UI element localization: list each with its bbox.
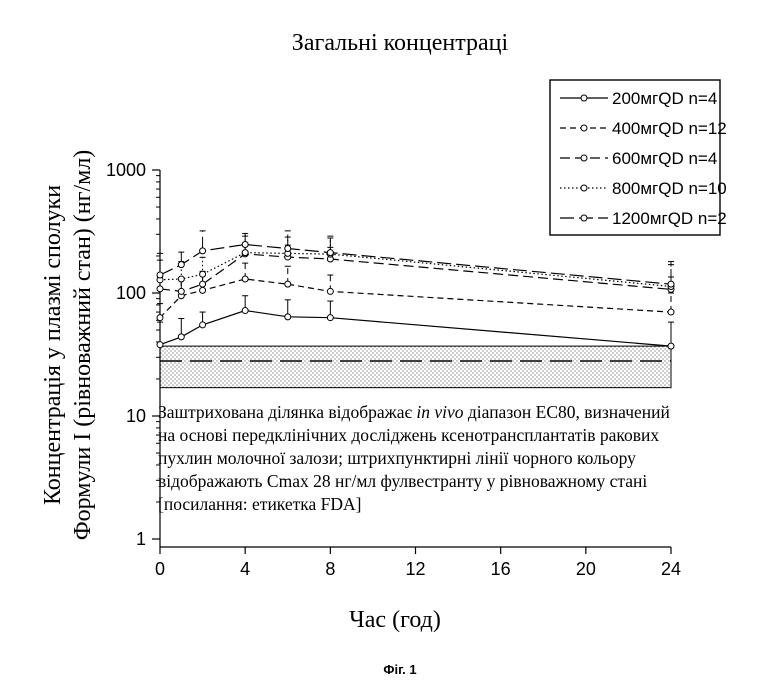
series-line [159,253,672,293]
data-point [326,287,334,295]
series-2 [156,262,675,322]
x-axis-label: Час (год) [349,607,441,633]
series-line [159,251,672,288]
shaded-area-annotation: Заштрихована ділянка відображає in vivo … [158,402,670,514]
annotation-text: відображають Cmax 28 нг/мл фулвестранту … [158,471,647,491]
legend-entry: 400мгQD n=12 [612,119,727,138]
annotation-text: на основі передклінічних досліджень ксен… [158,425,659,445]
data-point [156,285,164,293]
y-tick-label: 10 [126,406,146,426]
data-point [241,275,249,283]
legend-entry: 800мгQD n=10 [612,179,727,198]
data-point [199,247,207,255]
y-axis-label-line-2: Формули I (рівноважний стан) (нг/мл) [70,150,96,541]
x-tick-label: 16 [491,559,511,579]
y-tick-label: 100 [116,283,146,303]
y-tick-label: 1000 [106,160,146,180]
data-point [667,342,675,350]
legend-entry: 200мгQD n=4 [612,89,717,108]
data-point [156,271,164,279]
data-point [284,313,292,321]
annotation-text: діапазон ЕС80, визначений [464,402,670,422]
y-axis-label-line-1: Концентрація у плазмі сполуки [40,185,66,505]
series-line [159,243,672,285]
legend-marker [580,214,588,222]
legend-marker [580,124,588,132]
data-point [177,333,185,341]
x-tick-label: 24 [661,559,681,579]
figure-caption: Фіг. 1 [383,662,416,677]
legend-marker [580,94,588,102]
data-point [667,308,675,316]
data-point [284,280,292,288]
series-5 [156,230,675,288]
x-tick-label: 20 [576,559,596,579]
annotation-text: [посилання: етикетка FDA] [158,494,362,514]
data-point [199,321,207,329]
data-point [177,275,185,283]
legend-entry: 600мгQD n=4 [612,149,717,168]
data-point [156,341,164,349]
data-point [199,280,207,288]
annotation-text: Заштрихована ділянка відображає [158,402,416,422]
data-point [177,287,185,295]
data-point [199,270,207,278]
annotation-text: пухлин молочної залози; штрихпунктирні л… [158,448,636,468]
data-point [667,280,675,288]
data-point [241,307,249,315]
data-point [241,240,249,248]
x-tick-label: 0 [155,559,165,579]
series-1 [156,295,675,350]
data-point [326,249,334,257]
series-line [159,309,672,347]
data-point [241,249,249,257]
x-tick-label: 4 [240,559,250,579]
chart-title: Загальні концентраці [292,30,509,56]
x-tick-label: 12 [405,559,425,579]
data-point [284,245,292,253]
annotation-text: in vivo [416,402,463,422]
x-tick-label: 8 [325,559,335,579]
ec80-shaded-range [159,345,672,389]
data-point [156,314,164,322]
legend: 200мгQD n=4 400мгQD n=12 600мгQD n=4 800мгQ… [549,79,727,236]
series-line [159,278,672,319]
data-point [326,314,334,322]
plot-area: 1 10 100 1000 0 4 8 12 16 20 24 [106,160,681,579]
legend-entry: 1200мгQD n=2 [612,209,727,228]
data-point [177,261,185,269]
y-tick-label: 1 [136,529,146,549]
series-3 [156,242,675,295]
data-point [199,286,207,294]
legend-marker [580,154,588,162]
legend-marker [580,184,588,192]
